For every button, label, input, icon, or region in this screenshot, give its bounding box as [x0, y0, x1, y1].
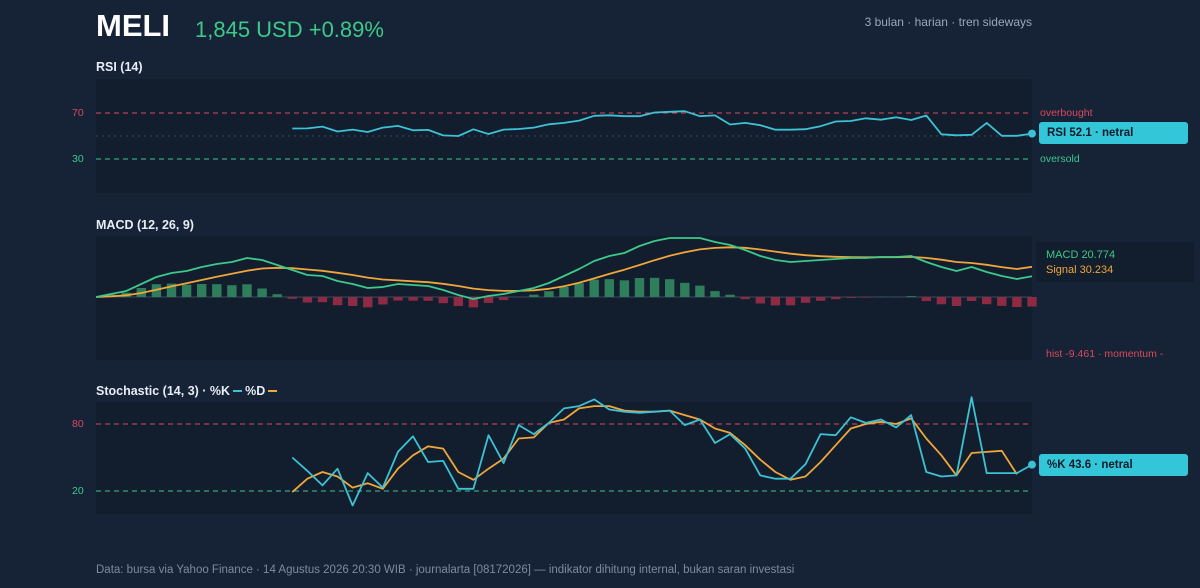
macd-hist-bar — [574, 283, 584, 297]
macd-panel-bg — [96, 236, 1032, 360]
price-change: 1,845 USD +0.89% — [195, 17, 384, 42]
macd-hist-bar — [665, 279, 675, 297]
macd-hist-bar — [982, 297, 992, 305]
macd-legend-box: MACD 20.774 Signal 30.234 — [1036, 242, 1194, 282]
macd-hist-bar — [363, 297, 373, 308]
stoch-tick-20: 20 — [72, 485, 84, 497]
stoch-title-d: %D — [245, 384, 266, 398]
ticker-symbol: MELI — [96, 8, 171, 43]
macd-hist-bar — [438, 297, 448, 304]
stoch-k-line — [291, 396, 1033, 507]
macd-hist-bar — [695, 285, 705, 297]
macd-value-label: MACD 20.774 — [1046, 249, 1116, 261]
macd-line — [95, 237, 1033, 300]
macd-hist-bar — [1012, 297, 1022, 307]
macd-hist-bar — [287, 297, 297, 299]
macd-hist-bar — [816, 297, 826, 301]
rsi-oversold-label: oversold — [1040, 153, 1080, 165]
macd-hist-bar — [1027, 297, 1037, 307]
chart-subtitle: 3 bulan · harian · tren sideways — [864, 15, 1032, 29]
rsi-panel-title: RSI (14) — [96, 60, 143, 74]
macd-hist-bar — [936, 297, 947, 305]
macd-panel-title: MACD (12, 26, 9) — [96, 218, 194, 232]
macd-hist-bar — [921, 297, 931, 302]
stoch-panel-title: Stochastic (14, 3) · %K %D — [96, 384, 280, 398]
macd-hist-bar — [710, 291, 720, 297]
macd-hist-bar — [831, 297, 841, 300]
macd-hist-bar — [725, 294, 735, 297]
macd-hist-bar — [483, 297, 494, 303]
stoch-k-legend-swatch — [233, 389, 243, 392]
macd-hist-bar — [302, 297, 313, 303]
stoch-tick-80: 80 — [72, 418, 84, 430]
rsi-series-line — [292, 110, 1033, 137]
stoch-title-prefix: Stochastic (14, 3) · %K — [96, 384, 231, 398]
macd-hist-bar — [861, 297, 871, 298]
macd-hist-bar — [740, 297, 750, 300]
macd-hist-bar — [800, 297, 811, 303]
macd-hist-bar — [332, 297, 343, 306]
stoch-value-badge: %K 43.6 · netral — [1039, 454, 1188, 476]
macd-hist-bar — [619, 280, 630, 297]
macd-hist-bar — [770, 297, 781, 306]
macd-hist-bar — [423, 297, 433, 301]
macd-hist-bar — [181, 284, 192, 297]
footer-source: Data: bursa via Yahoo Finance · 14 Agust… — [96, 564, 795, 576]
macd-hist-bar — [966, 297, 977, 301]
macd-hist-bar — [846, 297, 856, 298]
macd-hist-bar — [242, 284, 252, 297]
macd-hist-bar — [785, 297, 796, 306]
macd-hist-bar — [544, 291, 554, 297]
macd-hist-bar — [634, 278, 645, 297]
macd-hist-bar — [997, 297, 1007, 306]
rsi-tick-70: 70 — [72, 107, 84, 119]
signal-value-label: Signal 30.234 — [1046, 264, 1114, 276]
rsi-last-point — [1028, 129, 1036, 138]
macd-hist-bar — [906, 296, 916, 297]
macd-hist-bar — [604, 279, 614, 297]
macd-hist-bar — [529, 294, 539, 297]
macd-hist-bar — [272, 294, 282, 297]
macd-hist-bar — [227, 285, 237, 297]
macd-hist-bar — [468, 297, 479, 308]
macd-hist-bar — [257, 288, 267, 297]
rsi-value-badge: RSI 52.1 · netral — [1039, 122, 1188, 144]
rsi-overbought-label: overbought — [1040, 107, 1093, 119]
macd-hist-bar — [498, 297, 509, 301]
macd-hist-bar — [212, 284, 222, 297]
macd-hist-bar — [348, 297, 358, 306]
macd-hist-bar — [166, 283, 177, 297]
macd-hist-bar — [680, 282, 690, 297]
macd-hist-label: hist -9.461 · momentum - — [1046, 348, 1164, 360]
macd-hist-bar — [197, 284, 207, 297]
stoch-d-legend-swatch — [268, 389, 278, 392]
stoch-last-point — [1028, 460, 1036, 469]
macd-hist-bar — [951, 297, 962, 306]
macd-hist-bar — [755, 297, 765, 304]
macd-hist-bar — [393, 297, 403, 301]
rsi-tick-30: 30 — [72, 153, 84, 165]
macd-hist-bar — [317, 297, 328, 303]
macd-hist-bar — [453, 297, 463, 306]
macd-hist-bar — [589, 279, 599, 297]
macd-hist-bar — [559, 286, 569, 297]
macd-hist-bar — [408, 297, 418, 301]
macd-hist-bar — [378, 297, 388, 305]
macd-hist-bar — [649, 277, 660, 297]
